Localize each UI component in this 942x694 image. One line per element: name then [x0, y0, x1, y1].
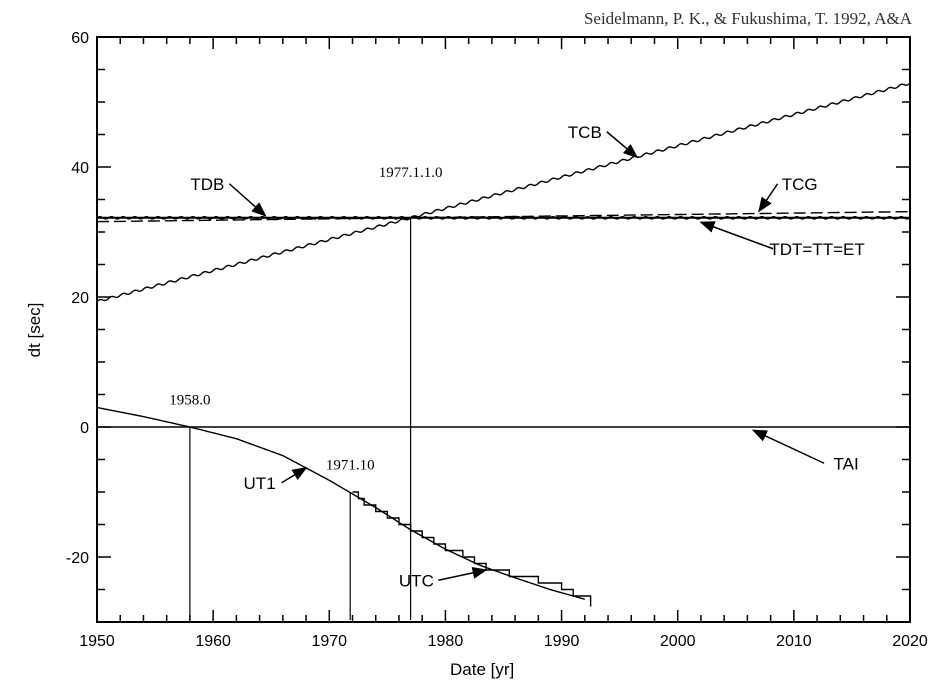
label-arrow: [606, 131, 639, 159]
series-ut1: [96, 406, 585, 600]
label-arrow: [758, 183, 779, 213]
series-label: UTC: [399, 571, 434, 590]
epoch-label: 1977.1.1.0: [379, 165, 443, 181]
y-tick-label: -20: [66, 550, 89, 567]
label-arrow: [751, 429, 825, 464]
y-tick-label: 40: [71, 160, 89, 177]
x-tick-label: 2000: [660, 633, 696, 650]
series-utc: [352, 491, 592, 607]
x-tick-label: 2020: [892, 633, 928, 650]
epoch-label: 1971.10: [326, 457, 375, 473]
series-label: TDB: [190, 175, 224, 194]
x-tick-label: 1950: [79, 633, 115, 650]
series-label: TCB: [568, 123, 602, 142]
series-label: UT1: [244, 474, 276, 493]
y-tick-label: 60: [71, 30, 89, 47]
y-tick-label: 0: [80, 420, 89, 437]
x-tick-label: 1980: [428, 633, 464, 650]
label-arrow: [699, 221, 774, 250]
series-label: TCG: [782, 175, 818, 194]
series-tcg: [97, 211, 910, 223]
x-tick-label: 1960: [195, 633, 231, 650]
series-label: TDT=TT=ET: [769, 240, 864, 259]
label-arrow: [228, 183, 267, 217]
x-tick-label: 2010: [776, 633, 812, 650]
label-arrow: [438, 566, 488, 581]
label-arrow: [281, 467, 308, 484]
series-tcb: [96, 82, 911, 303]
chart-credit: Seidelmann, P. K., & Fukushima, T. 1992,…: [583, 9, 912, 28]
x-tick-label: 1970: [311, 633, 347, 650]
epoch-label: 1958.0: [169, 392, 210, 408]
series-label: TAI: [834, 454, 859, 473]
x-axis-label: Date [yr]: [450, 660, 515, 679]
y-tick-label: 20: [71, 290, 89, 307]
x-tick-label: 1990: [544, 633, 580, 650]
plot-frame: [96, 36, 911, 623]
series-tdb: [96, 216, 911, 220]
